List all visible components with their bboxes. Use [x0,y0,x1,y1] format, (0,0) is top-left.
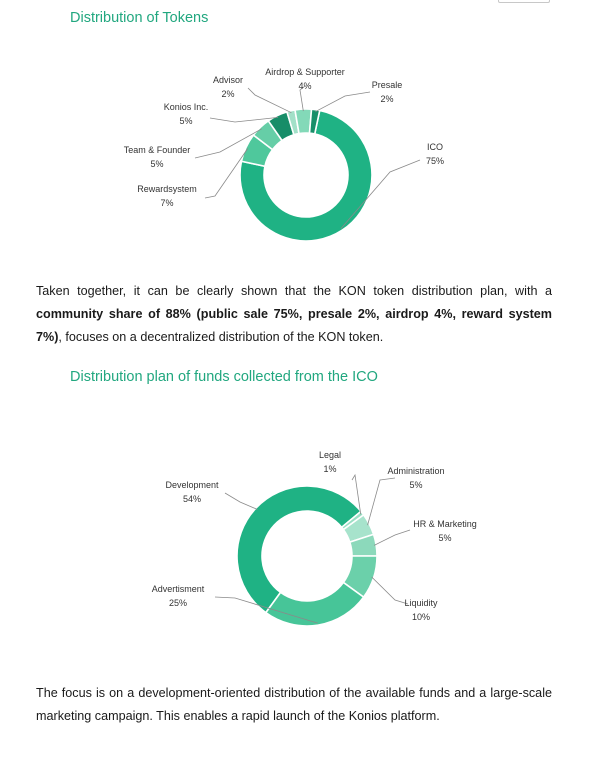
leader-line-rewardsystem [204,148,249,199]
leader-line-hr-marketing [373,529,411,546]
slice-value-development: 54% [183,494,201,504]
slice-value-presale: 2% [380,94,393,104]
slice-value-administration: 5% [409,480,422,490]
slice-value-liquidity: 10% [412,612,430,622]
leader-line-presale [315,91,371,113]
slice-label-ico: ICO [427,142,443,152]
slice-presale [308,108,321,135]
slice-value-team-founder: 5% [150,159,163,169]
leader-line-advisor [247,87,292,114]
slice-label-advertisment: Advertisment [152,584,205,594]
slice-value-airdrop-supporter: 4% [298,81,311,91]
slice-label-konios-inc: Konios Inc. [164,102,209,112]
slice-value-advisor: 2% [221,89,234,99]
token-summary-tail: , focuses on a decentralized distributio… [58,330,384,344]
slice-development [236,485,363,614]
slice-value-advertisment: 25% [169,598,187,608]
slice-value-rewardsystem: 7% [160,198,173,208]
slice-advertisment [264,581,365,627]
page-corner-frame [498,0,550,3]
leader-line-administration [367,477,396,526]
slice-label-team-founder: Team & Founder [124,145,191,155]
leader-line-advertisment [214,596,318,624]
slice-label-development: Development [165,480,219,490]
slice-value-legal: 1% [323,464,336,474]
leader-line-liquidity [371,576,409,605]
leader-line-team-founder [194,128,262,159]
leader-line-development [224,492,258,510]
slice-value-hr-marketing: 5% [438,533,451,543]
tokens-donut-chart: ICO 75% Rewardsystem 7% Team & Founder 5% Koni… [124,67,444,242]
slice-label-airdrop-supporter: Airdrop & Supporter [265,67,345,77]
leader-line-legal [351,473,362,515]
funds-distribution-heading: Distribution plan of funds collected fro… [70,369,378,385]
slice-label-hr-marketing: HR & Marketing [413,519,477,529]
slice-label-administration: Administration [387,466,444,476]
community-share-highlight: community share of 88% (public sale 75%,… [36,307,552,344]
slice-value-ico: 75% [426,156,444,166]
slice-label-presale: Presale [372,80,403,90]
tokens-distribution-heading: Distribution of Tokens [70,10,209,26]
slice-label-rewardsystem: Rewardsystem [137,184,197,194]
slice-label-advisor: Advisor [213,75,243,85]
slice-value-konios-inc: 5% [179,116,192,126]
leader-line-airdrop-supporter [299,85,306,112]
slice-label-liquidity: Liquidity [404,598,438,608]
token-summary-lead: Taken together, it can be clearly shown … [36,284,552,298]
funds-summary-paragraph: The focus is on a development-oriented d… [36,686,552,723]
token-summary-paragraph: Taken together, it can be clearly shown … [36,280,552,349]
leader-line-konios-inc [209,116,279,123]
slice-label-legal: Legal [319,450,341,460]
leader-line-ico [340,159,421,229]
funds-donut-chart: Development 54% Legal 1% Administration 5% HR … [152,450,477,627]
slice-ico [239,109,373,242]
